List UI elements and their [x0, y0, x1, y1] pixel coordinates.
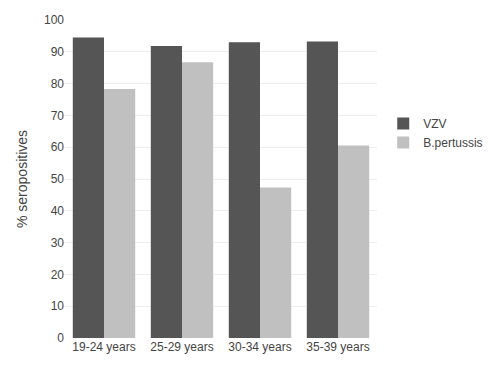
- svg-text:90: 90: [51, 45, 65, 59]
- svg-text:20: 20: [51, 268, 65, 282]
- svg-text:% seropositives: % seropositives: [14, 130, 30, 228]
- svg-text:50: 50: [51, 172, 65, 186]
- svg-text:60: 60: [51, 140, 65, 154]
- svg-text:30-34 years: 30-34 years: [228, 340, 291, 354]
- svg-text:0: 0: [57, 331, 64, 345]
- svg-text:B.pertussis: B.pertussis: [423, 136, 482, 150]
- svg-text:80: 80: [51, 77, 65, 91]
- svg-text:10: 10: [51, 299, 65, 313]
- svg-text:19-24 years: 19-24 years: [72, 340, 135, 354]
- svg-text:35-39 years: 35-39 years: [306, 340, 369, 354]
- svg-text:70: 70: [51, 109, 65, 123]
- svg-text:25-29 years: 25-29 years: [150, 340, 213, 354]
- svg-text:40: 40: [51, 204, 65, 218]
- svg-text:VZV: VZV: [423, 117, 446, 131]
- svg-text:100: 100: [44, 13, 64, 27]
- svg-text:30: 30: [51, 236, 65, 250]
